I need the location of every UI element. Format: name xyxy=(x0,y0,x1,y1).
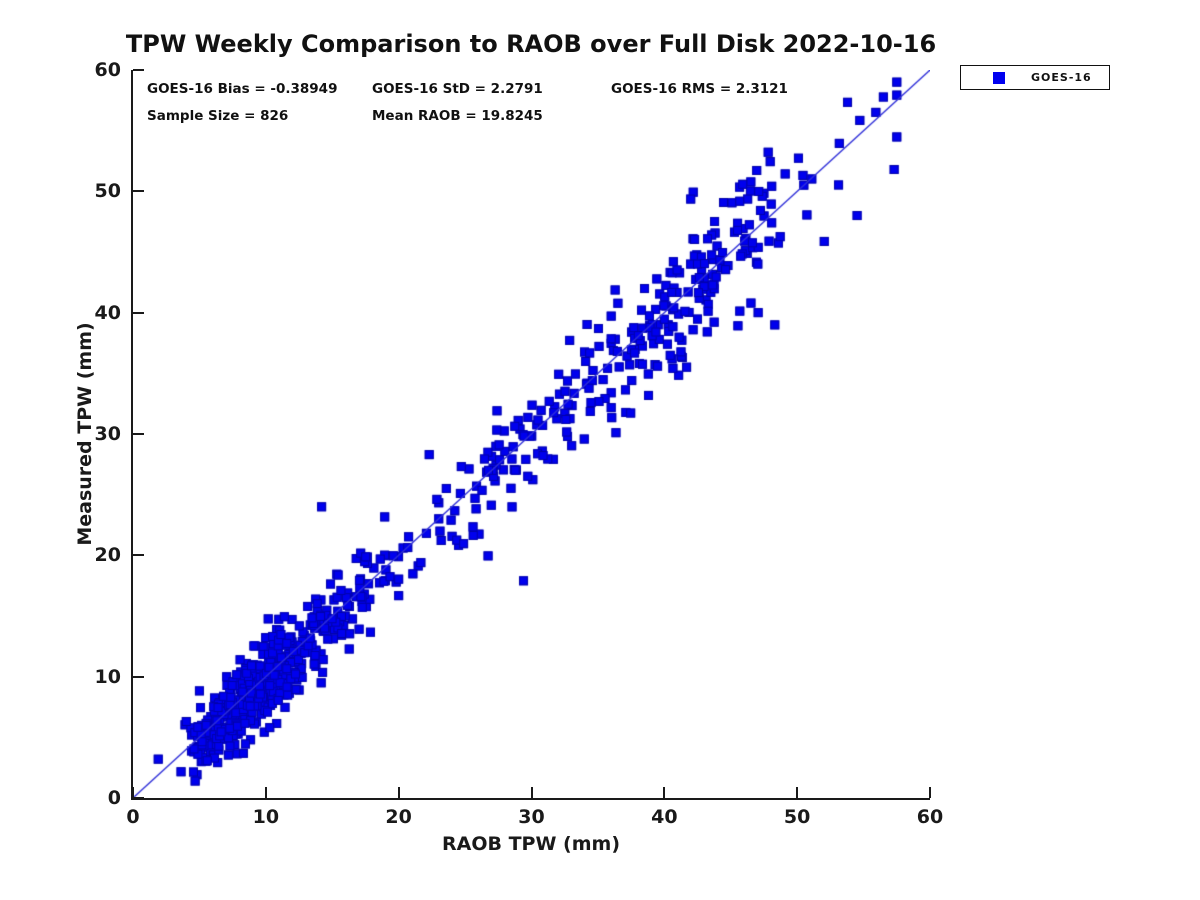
y-tick-label: 30 xyxy=(94,423,121,445)
x-axis-label: RAOB TPW (mm) xyxy=(441,833,621,855)
x-tick-mark xyxy=(530,787,533,798)
scatter-points-canvas xyxy=(133,70,930,798)
y-tick-mark xyxy=(133,797,144,799)
x-tick-label: 50 xyxy=(783,806,811,828)
legend-marker-square-icon xyxy=(993,71,1005,84)
x-tick-mark xyxy=(397,787,400,798)
y-tick-mark xyxy=(133,190,144,193)
x-tick-label: 10 xyxy=(252,806,280,828)
plot-area xyxy=(131,69,931,800)
legend: GOES-16 xyxy=(960,65,1110,90)
x-tick-label: 40 xyxy=(651,806,678,828)
y-axis-label: Measured TPW (mm) xyxy=(74,322,96,546)
y-tick-label: 50 xyxy=(94,180,121,203)
chart-title: TPW Weekly Comparison to RAOB over Full … xyxy=(125,30,937,58)
y-tick-label: 10 xyxy=(94,665,121,688)
y-tick-label: 60 xyxy=(94,59,121,81)
y-tick-label: 40 xyxy=(94,301,121,324)
y-tick-mark xyxy=(133,69,144,71)
y-tick-mark xyxy=(133,675,144,678)
y-tick-mark xyxy=(133,311,144,314)
x-tick-mark xyxy=(796,787,799,798)
x-tick-mark xyxy=(132,787,134,798)
x-tick-mark xyxy=(929,787,931,798)
y-tick-label: 0 xyxy=(107,787,121,809)
x-tick-label: 20 xyxy=(385,806,412,828)
x-tick-label: 0 xyxy=(126,806,140,828)
x-tick-mark xyxy=(663,787,666,798)
y-tick-label: 20 xyxy=(94,544,121,567)
x-tick-mark xyxy=(264,787,267,798)
legend-label: GOES-16 xyxy=(1031,71,1092,84)
x-tick-label: 60 xyxy=(916,806,944,828)
x-tick-label: 30 xyxy=(518,806,545,828)
y-tick-mark xyxy=(133,554,144,557)
y-tick-mark xyxy=(133,433,144,435)
